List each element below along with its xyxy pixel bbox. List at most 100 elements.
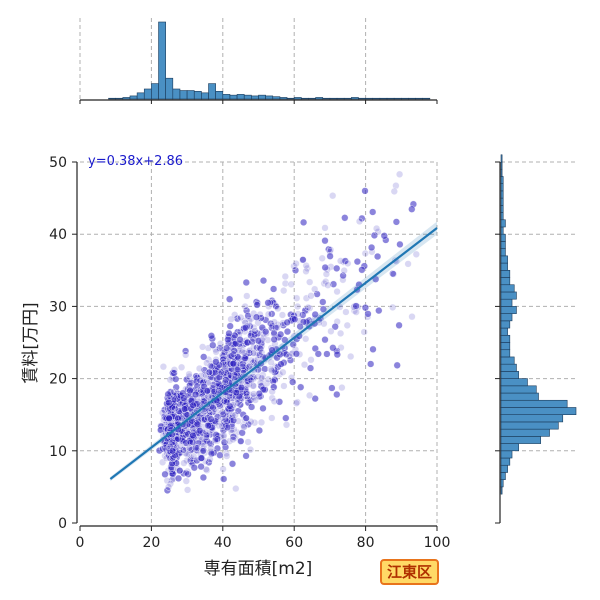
scatter-point	[242, 278, 250, 287]
scatter-point	[231, 371, 239, 379]
scatter-point	[189, 424, 197, 433]
scatter-point	[212, 358, 220, 366]
scatter-point	[228, 460, 237, 468]
scatter-point	[182, 351, 190, 359]
scatter-point	[231, 411, 239, 419]
x-tick-label: 20	[142, 535, 160, 551]
scatter-point	[281, 279, 290, 288]
scatter-point	[280, 287, 288, 295]
scatter-point	[358, 214, 366, 223]
scatter-point	[322, 270, 331, 278]
scatter-point	[189, 432, 197, 440]
right-hist-bar	[500, 342, 511, 351]
scatter-point	[333, 288, 341, 296]
scatter-point	[199, 473, 208, 482]
right-hist-bar	[500, 176, 504, 184]
tick-labels: 0 20 40 60 80 100 0 10 20 30 40 50	[49, 155, 450, 551]
scatter-point	[338, 384, 346, 392]
scatter-point	[322, 278, 330, 286]
scatter-point	[321, 237, 329, 245]
scatter-point	[197, 454, 206, 462]
right-hist-bar	[500, 320, 511, 329]
scatter-point	[343, 321, 351, 330]
scatter-point	[412, 250, 420, 258]
scatter-point	[353, 258, 362, 266]
scatter-point	[314, 350, 322, 358]
right-hist-bar	[500, 161, 503, 170]
scatter-point	[246, 373, 255, 382]
scatter-point	[190, 464, 198, 472]
scatter-point	[282, 414, 290, 422]
top-hist-bar	[336, 97, 345, 100]
scatter-point	[340, 267, 348, 275]
scatter-point	[294, 310, 302, 318]
scatter-point	[252, 313, 261, 321]
top-hist-bar	[115, 97, 124, 100]
right-hist-bar	[500, 464, 508, 473]
scatter-point	[270, 285, 278, 293]
scatter-point	[217, 368, 225, 376]
scatter-point	[213, 435, 221, 443]
scatter-point	[243, 381, 252, 389]
top-hist-bar	[108, 97, 116, 100]
scatter-point	[300, 361, 309, 369]
scatter-point	[170, 366, 179, 374]
scatter-point	[333, 390, 341, 399]
scatter-point	[369, 345, 377, 353]
scatter-point	[283, 318, 291, 327]
scatter-point	[203, 387, 212, 395]
top-hist-bar	[293, 97, 302, 100]
regression-line-group	[109, 221, 438, 482]
scatter-point	[408, 205, 416, 213]
regression-line	[109, 227, 438, 480]
right-hist-bar	[500, 399, 568, 408]
right-hist-bar	[500, 334, 511, 343]
scatter-point	[225, 371, 234, 379]
scatter-point	[327, 327, 335, 335]
regression-equation-label: y=0.38x+2.86	[88, 154, 183, 169]
y-tick-label: 40	[49, 227, 67, 243]
scatter-point	[287, 280, 295, 288]
scatter-point	[258, 348, 266, 357]
scatter-point	[237, 313, 245, 322]
scatter-point	[196, 427, 204, 435]
scatter-point	[280, 382, 288, 390]
top-hist-bar	[236, 94, 245, 100]
scatter-point	[270, 329, 278, 337]
scatter-point	[268, 414, 276, 422]
scatter-point	[319, 305, 328, 313]
scatter-point	[318, 254, 326, 262]
scatter-point	[168, 447, 177, 455]
scatter-point	[364, 310, 372, 318]
top-hist-bar	[122, 97, 131, 100]
right-hist-bar	[500, 472, 506, 480]
scatter-point	[223, 423, 232, 432]
scatter-point	[307, 292, 315, 300]
scatter-point	[250, 390, 258, 398]
y-tick-label: 20	[49, 372, 67, 388]
right-hist-bar	[500, 457, 511, 466]
scatter-point	[193, 420, 202, 428]
top-hist-bar	[365, 97, 374, 100]
scatter-point	[264, 310, 273, 318]
scatter-point	[197, 463, 205, 471]
scatter-point	[207, 332, 216, 340]
scatter-point	[306, 278, 314, 286]
scatter-point	[302, 262, 310, 270]
scatter-point	[355, 217, 364, 226]
right-hist-bar	[500, 407, 577, 416]
top-hist-bar	[179, 90, 188, 100]
scatter-point	[236, 336, 244, 344]
scatter-point	[270, 366, 279, 374]
top-hist-bar	[351, 97, 359, 100]
scatter-point	[220, 475, 228, 483]
scatter-point	[331, 323, 339, 331]
scatter-point	[290, 262, 298, 270]
scatter-point	[270, 335, 278, 344]
top-hist-bar	[258, 94, 266, 100]
scatter-point	[229, 350, 237, 358]
top-hist-bar	[301, 97, 309, 100]
scatter-point	[329, 280, 338, 288]
scatter-point	[226, 322, 234, 330]
